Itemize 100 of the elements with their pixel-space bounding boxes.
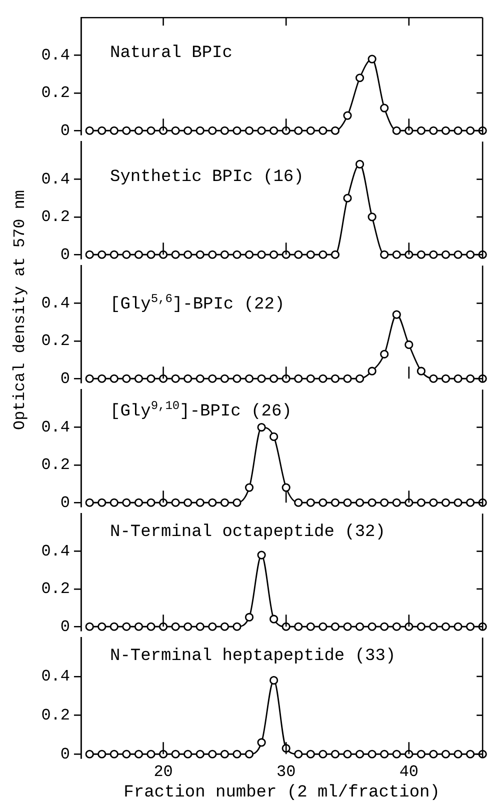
point bbox=[184, 126, 192, 135]
y-tick-label: 0.2 bbox=[41, 706, 70, 725]
point bbox=[330, 126, 340, 135]
point bbox=[184, 622, 192, 631]
point bbox=[454, 498, 462, 507]
point bbox=[184, 374, 192, 383]
point bbox=[232, 250, 242, 259]
point bbox=[134, 374, 144, 383]
point bbox=[466, 374, 475, 383]
point bbox=[220, 126, 229, 135]
point bbox=[294, 750, 303, 758]
point bbox=[330, 750, 340, 758]
point bbox=[98, 250, 106, 259]
point bbox=[158, 498, 168, 507]
y-tick-label: 0 bbox=[60, 618, 70, 636]
point bbox=[85, 498, 94, 507]
point bbox=[380, 498, 389, 507]
point bbox=[270, 126, 278, 135]
point bbox=[220, 498, 229, 507]
point bbox=[220, 750, 229, 758]
point bbox=[380, 104, 389, 112]
point bbox=[355, 622, 364, 631]
point bbox=[343, 750, 352, 758]
point bbox=[232, 498, 242, 507]
point bbox=[368, 54, 376, 64]
point bbox=[429, 374, 438, 383]
point bbox=[404, 126, 414, 135]
point bbox=[196, 498, 204, 507]
point bbox=[368, 498, 376, 507]
point bbox=[85, 374, 94, 383]
point bbox=[158, 750, 168, 758]
text: N-Terminal octapeptide (32) bbox=[110, 523, 386, 542]
point bbox=[404, 250, 414, 259]
y-tick-label: 0.2 bbox=[41, 580, 70, 598]
point bbox=[294, 126, 303, 135]
point bbox=[232, 622, 242, 631]
point bbox=[196, 250, 204, 259]
point bbox=[318, 750, 328, 758]
point bbox=[441, 374, 450, 383]
point bbox=[146, 498, 156, 507]
point bbox=[355, 74, 364, 82]
point bbox=[220, 374, 229, 383]
point bbox=[294, 498, 303, 507]
point bbox=[146, 250, 156, 259]
point bbox=[110, 250, 118, 259]
point bbox=[466, 498, 475, 507]
point bbox=[146, 374, 156, 383]
point bbox=[184, 250, 192, 259]
point bbox=[110, 126, 118, 135]
point bbox=[98, 126, 106, 135]
point bbox=[232, 374, 242, 383]
point bbox=[257, 126, 266, 135]
point bbox=[257, 422, 266, 432]
point bbox=[318, 250, 328, 259]
point bbox=[110, 622, 118, 631]
point bbox=[158, 126, 168, 135]
y-tick-label: 0.4 bbox=[41, 418, 70, 437]
point bbox=[466, 750, 475, 758]
point bbox=[404, 622, 414, 631]
point bbox=[244, 250, 254, 259]
point bbox=[441, 622, 450, 631]
point bbox=[429, 622, 438, 631]
point bbox=[454, 374, 462, 383]
point bbox=[416, 366, 426, 376]
point bbox=[282, 374, 290, 383]
point bbox=[122, 498, 131, 507]
point bbox=[122, 750, 131, 758]
point bbox=[257, 738, 266, 747]
y-tick-label: 0.4 bbox=[41, 668, 70, 686]
point bbox=[306, 374, 315, 383]
point bbox=[282, 250, 290, 259]
x-tick-label: 40 bbox=[399, 762, 419, 781]
point bbox=[270, 374, 278, 383]
point bbox=[416, 750, 426, 758]
point bbox=[416, 498, 426, 507]
point bbox=[392, 250, 401, 259]
point bbox=[441, 750, 450, 758]
y-tick-label: 0 bbox=[60, 246, 70, 264]
y-tick-label: 0.4 bbox=[41, 542, 70, 561]
point bbox=[355, 498, 364, 507]
point bbox=[466, 622, 475, 631]
point bbox=[466, 250, 475, 259]
point bbox=[122, 126, 131, 135]
point bbox=[232, 750, 242, 758]
point bbox=[330, 374, 340, 383]
y-axis-title: Optical density at 570 nm bbox=[11, 190, 29, 430]
point bbox=[208, 374, 217, 383]
x-tick-label: 20 bbox=[154, 762, 173, 781]
point bbox=[441, 126, 450, 135]
point bbox=[158, 374, 168, 383]
point bbox=[343, 111, 352, 120]
point bbox=[392, 622, 401, 631]
point bbox=[454, 126, 462, 135]
point bbox=[380, 750, 389, 758]
point bbox=[380, 622, 389, 631]
point bbox=[368, 750, 376, 758]
point bbox=[416, 250, 426, 259]
point bbox=[306, 250, 315, 259]
point bbox=[244, 126, 254, 135]
point bbox=[110, 374, 118, 383]
